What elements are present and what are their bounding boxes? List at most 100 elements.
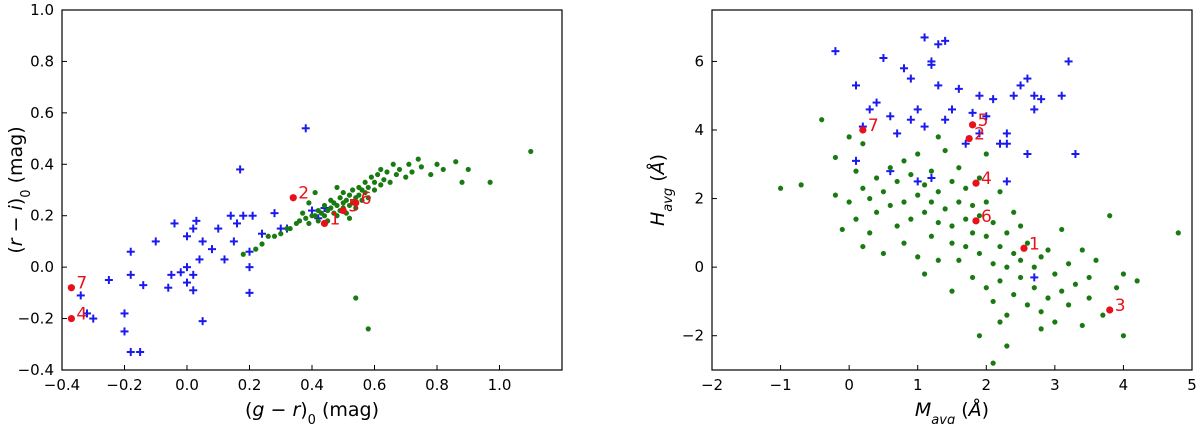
highlight-point-label: 4 bbox=[981, 169, 992, 189]
plus-marker bbox=[220, 255, 229, 264]
x-tick-label: 0 bbox=[844, 376, 854, 394]
dot-marker bbox=[997, 319, 1003, 325]
y-tick-label: 0 bbox=[694, 258, 704, 276]
dot-marker bbox=[1004, 343, 1010, 349]
dot-marker bbox=[798, 182, 804, 188]
dot-marker bbox=[928, 233, 935, 239]
y-tick-label: 0.2 bbox=[30, 207, 54, 225]
dot-marker bbox=[969, 230, 976, 236]
plus-marker bbox=[934, 40, 943, 49]
dot-marker bbox=[365, 326, 371, 332]
y-tick-label: −0.2 bbox=[18, 310, 54, 328]
plus-marker bbox=[968, 108, 977, 117]
plus-marker bbox=[906, 115, 915, 124]
x-tick-label: 0.6 bbox=[363, 376, 387, 394]
dot-marker bbox=[901, 240, 907, 246]
y-tick-label: 0.4 bbox=[30, 155, 54, 173]
dot-marker bbox=[846, 134, 852, 140]
dot-marker bbox=[1086, 274, 1092, 281]
plus-marker bbox=[170, 219, 179, 228]
x-tick-label: 3 bbox=[1050, 376, 1060, 394]
dot-marker bbox=[328, 205, 334, 211]
plus-marker bbox=[1030, 273, 1039, 282]
y-tick-label: 2 bbox=[694, 190, 704, 208]
dot-marker bbox=[908, 171, 914, 178]
plus-marker bbox=[1030, 105, 1039, 114]
dot-marker bbox=[1175, 230, 1181, 236]
x-tick-label: −1 bbox=[770, 376, 792, 394]
plus-marker bbox=[865, 105, 874, 114]
dot-marker bbox=[867, 195, 873, 202]
dot-marker bbox=[1038, 309, 1044, 315]
plus-marker bbox=[852, 81, 860, 90]
plus-marker bbox=[927, 60, 936, 69]
dot-marker bbox=[1017, 257, 1024, 263]
dot-marker bbox=[1017, 223, 1024, 229]
dot-marker bbox=[1065, 261, 1072, 267]
dot-marker bbox=[343, 197, 349, 203]
plus-marker bbox=[248, 211, 257, 220]
dot-marker bbox=[240, 251, 246, 257]
dot-marker bbox=[390, 161, 396, 167]
dot-marker bbox=[997, 189, 1003, 195]
dot-marker bbox=[976, 250, 983, 257]
plus-marker bbox=[167, 270, 176, 279]
y-axis-label: Havg (Å) bbox=[646, 154, 676, 226]
plus-marker bbox=[941, 36, 950, 45]
dot-marker bbox=[278, 231, 284, 237]
plus-marker bbox=[208, 245, 216, 254]
plus-marker bbox=[120, 309, 129, 318]
dot-marker bbox=[908, 216, 914, 222]
plus-marker bbox=[126, 348, 135, 356]
dot-marker bbox=[1004, 312, 1010, 318]
x-tick-label: 0.2 bbox=[238, 376, 262, 394]
plus-marker bbox=[236, 165, 245, 174]
plus-marker bbox=[1023, 150, 1032, 158]
highlight-point bbox=[352, 199, 360, 207]
dot-marker bbox=[915, 192, 921, 198]
dot-marker bbox=[346, 215, 353, 221]
dot-marker bbox=[409, 169, 415, 175]
plus-marker bbox=[120, 327, 129, 336]
plus-marker bbox=[1037, 95, 1046, 104]
dot-marker bbox=[956, 257, 962, 263]
dot-marker bbox=[381, 177, 387, 183]
dot-marker bbox=[1059, 288, 1065, 294]
dot-marker bbox=[1052, 271, 1058, 277]
dot-marker bbox=[362, 179, 368, 185]
dot-marker bbox=[340, 189, 346, 196]
dot-marker bbox=[487, 179, 493, 185]
dot-marker bbox=[337, 195, 343, 201]
dot-marker bbox=[819, 117, 825, 123]
plus-marker bbox=[954, 84, 963, 93]
dot-marker bbox=[396, 166, 403, 173]
dot-marker bbox=[915, 254, 921, 260]
dot-marker bbox=[378, 182, 384, 188]
dot-marker bbox=[983, 233, 989, 239]
plus-marker bbox=[176, 268, 185, 277]
dot-marker bbox=[1038, 254, 1044, 260]
dot-marker bbox=[1004, 264, 1010, 270]
dot-marker bbox=[894, 178, 900, 185]
dot-marker bbox=[956, 199, 962, 205]
dot-marker bbox=[1038, 326, 1044, 332]
dot-marker bbox=[921, 271, 928, 277]
dot-marker bbox=[860, 243, 866, 250]
plus-marker bbox=[192, 216, 201, 225]
highlight-point bbox=[320, 219, 329, 228]
dot-marker bbox=[1120, 333, 1127, 339]
plus-marker bbox=[927, 174, 936, 182]
dot-marker bbox=[983, 199, 989, 205]
plus-marker bbox=[989, 95, 998, 104]
plot-frame bbox=[711, 9, 1193, 371]
dot-marker bbox=[983, 285, 989, 291]
dot-marker bbox=[296, 218, 303, 224]
dot-marker bbox=[371, 187, 378, 193]
dot-marker bbox=[832, 192, 839, 198]
dot-marker bbox=[350, 187, 356, 193]
dot-marker bbox=[990, 219, 996, 226]
plus-marker bbox=[1009, 91, 1018, 100]
x-tick-label: 0.8 bbox=[425, 376, 449, 394]
dot-marker bbox=[1045, 247, 1051, 253]
highlight-point-label: 1 bbox=[1029, 234, 1040, 254]
